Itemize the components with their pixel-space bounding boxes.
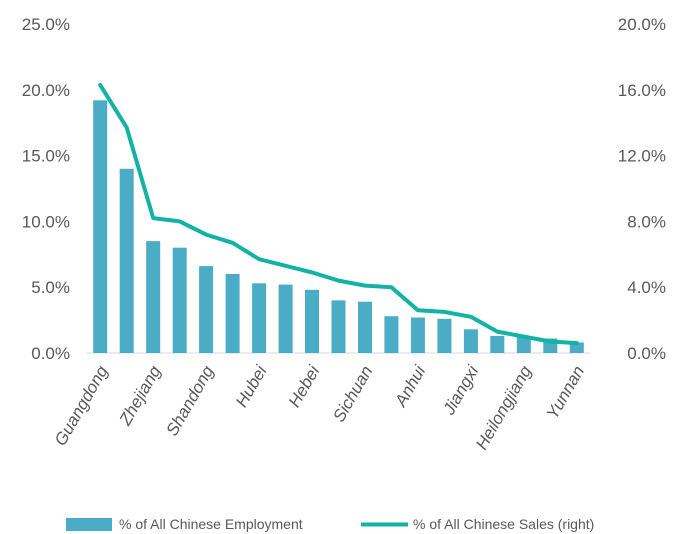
right-tick-label: 4.0% — [627, 278, 666, 297]
legend-swatch-employment — [66, 518, 112, 531]
employment-bar — [252, 283, 267, 353]
employment-bar — [516, 337, 531, 353]
sales-line — [98, 82, 579, 346]
left-axis-ticks: 0.0% 5.0% 10.0% 15.0% 20.0% 25.0% — [22, 15, 70, 363]
category-label: Anhui — [391, 361, 430, 410]
left-tick-label: 10.0% — [22, 212, 70, 231]
employment-bar — [463, 329, 478, 353]
employment-bar — [569, 342, 584, 353]
employment-bar — [172, 247, 187, 353]
employment-bar — [119, 168, 134, 353]
employment-bar — [384, 316, 399, 353]
employment-bar — [278, 284, 293, 353]
employment-bar — [358, 301, 372, 353]
employment-bar — [225, 274, 240, 353]
legend-label-employment: % of All Chinese Employment — [119, 516, 303, 532]
left-tick-label: 0.0% — [31, 344, 70, 363]
right-tick-label: 16.0% — [618, 81, 666, 100]
category-label: Jiangxi — [439, 361, 483, 418]
line-series — [98, 82, 579, 346]
employment-bar — [146, 241, 161, 353]
employment-bar — [305, 289, 319, 353]
right-tick-label: 20.0% — [618, 15, 666, 34]
left-tick-label: 20.0% — [22, 81, 70, 100]
category-label: Hubei — [232, 361, 271, 410]
right-axis-ticks: 0.0% 4.0% 8.0% 12.0% 16.0% 20.0% — [618, 15, 666, 363]
bar-series — [93, 100, 584, 353]
category-label: Guangdong — [51, 362, 112, 449]
category-label: Shandong — [162, 362, 217, 439]
category-label: Heilongjiang — [472, 362, 536, 453]
category-label: Hebei — [285, 361, 324, 410]
right-tick-label: 8.0% — [627, 212, 666, 231]
left-tick-label: 25.0% — [22, 15, 70, 34]
category-label: Yunnan — [543, 363, 588, 423]
category-label: Sichuan — [329, 363, 376, 426]
employment-bar — [490, 335, 505, 353]
employment-bar — [331, 300, 346, 353]
employment-bar — [199, 266, 214, 353]
left-tick-label: 5.0% — [31, 278, 70, 297]
category-label: Zhejiang — [115, 362, 165, 429]
legend-label-sales: % of All Chinese Sales (right) — [413, 516, 594, 532]
right-tick-label: 0.0% — [627, 344, 666, 363]
legend: % of All Chinese Employment % of All Chi… — [66, 516, 594, 532]
left-tick-label: 15.0% — [22, 147, 70, 166]
employment-bar — [410, 317, 425, 353]
right-tick-label: 12.0% — [618, 147, 666, 166]
employment-bar — [437, 318, 452, 353]
employment-bar — [93, 100, 108, 353]
